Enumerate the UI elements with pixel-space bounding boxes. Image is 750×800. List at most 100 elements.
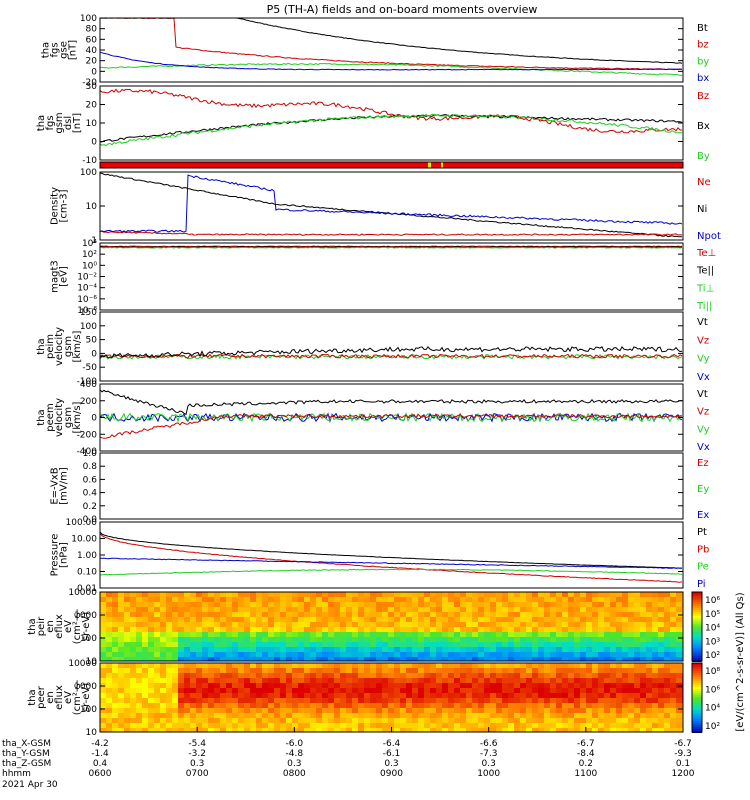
spectrogram-cell: [166, 622, 172, 627]
spectrogram-cell: [106, 668, 112, 673]
line-Ti: [99, 246, 683, 249]
spectrogram-cell: [124, 663, 130, 668]
spectrogram-cell: [598, 607, 604, 612]
spectrogram-cell: [496, 632, 502, 637]
spectrogram-cell: [670, 637, 676, 642]
spectrogram-cell: [622, 728, 628, 732]
spectrogram-cell: [610, 642, 616, 647]
spectrogram-cell: [196, 602, 202, 607]
spectrogram-cell: [658, 723, 664, 728]
spectrogram-cell: [202, 693, 208, 698]
spectrogram-cell: [154, 728, 160, 732]
spectrogram-cell: [502, 622, 508, 627]
spectrogram-cell: [172, 723, 178, 728]
spectrogram-cell: [394, 597, 400, 602]
spectrogram-cell: [520, 627, 526, 632]
spectrogram-cell: [628, 617, 634, 622]
spectrogram-cell: [430, 718, 436, 723]
spectrogram-cell: [220, 728, 226, 732]
spectrogram-cell: [664, 627, 670, 632]
spectrogram-cell: [580, 637, 586, 642]
spectrogram-cell: [340, 612, 346, 617]
spectrogram-cell: [328, 713, 334, 718]
colorbar-cell: [692, 683, 702, 685]
spectrogram-cell: [460, 637, 466, 642]
colorbar-cell: [692, 624, 702, 626]
spectrogram-cell: [484, 698, 490, 703]
spectrogram-cell: [274, 663, 280, 668]
spectrogram-cell: [568, 713, 574, 718]
spectrogram-cell: [244, 718, 250, 723]
spectrogram-cell: [550, 597, 556, 602]
spectrogram-cell: [358, 602, 364, 607]
spectrogram-cell: [574, 678, 580, 683]
spectrogram-cell: [484, 637, 490, 642]
spectrogram-cell: [460, 668, 466, 673]
spectrogram-cell: [124, 673, 130, 678]
spectrogram-cell: [340, 668, 346, 673]
spectrogram-cell: [322, 718, 328, 723]
spectrogram-cell: [202, 713, 208, 718]
spectrogram-cell: [598, 592, 604, 597]
spectrogram-cell: [364, 597, 370, 602]
spectrogram-cell: [532, 627, 538, 632]
spectrogram-cell: [502, 657, 508, 661]
spectrogram-cell: [622, 678, 628, 683]
spectrogram-cell: [118, 642, 124, 647]
spectrogram-cell: [646, 688, 652, 693]
spectrogram-cell: [262, 612, 268, 617]
spectrogram-cell: [484, 652, 490, 657]
spectrogram-cell: [544, 622, 550, 627]
spectrogram-cell: [340, 627, 346, 632]
spectrogram-cell: [604, 637, 610, 642]
spectrogram-cell: [412, 652, 418, 657]
spectrogram-cell: [370, 698, 376, 703]
colorbar-cell: [692, 632, 702, 634]
spectrogram-cell: [478, 627, 484, 632]
spectrogram-cell: [124, 693, 130, 698]
spectrogram-cell: [424, 637, 430, 642]
spectrogram-cell: [460, 592, 466, 597]
spectrogram-cell: [658, 718, 664, 723]
spectrogram-cell: [358, 728, 364, 732]
spectrogram-cell: [298, 632, 304, 637]
spectrogram-cell: [520, 592, 526, 597]
spectrogram-cell: [130, 708, 136, 713]
spectrogram-cell: [676, 723, 682, 728]
spectrogram-cell: [214, 657, 220, 661]
spectrogram-cell: [508, 693, 514, 698]
spectrogram-cell: [472, 627, 478, 632]
spectrogram-cell: [214, 637, 220, 642]
spectrogram-cell: [244, 657, 250, 661]
y-tick-label: 10⁻²: [77, 273, 97, 283]
spectrogram-cell: [610, 663, 616, 668]
spectrogram-cell: [280, 657, 286, 661]
spectrogram-cell: [196, 663, 202, 668]
spectrogram-cell: [304, 713, 310, 718]
spectrogram-cell: [298, 713, 304, 718]
y-tick-label: 0.01: [77, 584, 97, 594]
spectrogram-cell: [370, 673, 376, 678]
spectrogram-cell: [526, 678, 532, 683]
spectrogram-cell: [340, 602, 346, 607]
spectrogram-cell: [322, 713, 328, 718]
spectrogram-cell: [586, 612, 592, 617]
spectrogram-cell: [586, 647, 592, 652]
spectrogram-cell: [160, 708, 166, 713]
spectrogram-cell: [622, 607, 628, 612]
spectrogram-cell: [400, 693, 406, 698]
spectrogram-cell: [616, 703, 622, 708]
spectrogram-cell: [358, 708, 364, 713]
spectrogram-cell: [424, 708, 430, 713]
spectrogram-cell: [250, 663, 256, 668]
spectrogram-cell: [412, 688, 418, 693]
spectrogram-cell: [490, 673, 496, 678]
spectrogram-cell: [106, 657, 112, 661]
spectrogram-cell: [172, 708, 178, 713]
spectrogram-cell: [496, 718, 502, 723]
spectrogram-cell: [238, 612, 244, 617]
spectrogram-cell: [142, 718, 148, 723]
spectrogram-cell: [112, 617, 118, 622]
spectrogram-cell: [610, 693, 616, 698]
spectrogram-cell: [670, 592, 676, 597]
